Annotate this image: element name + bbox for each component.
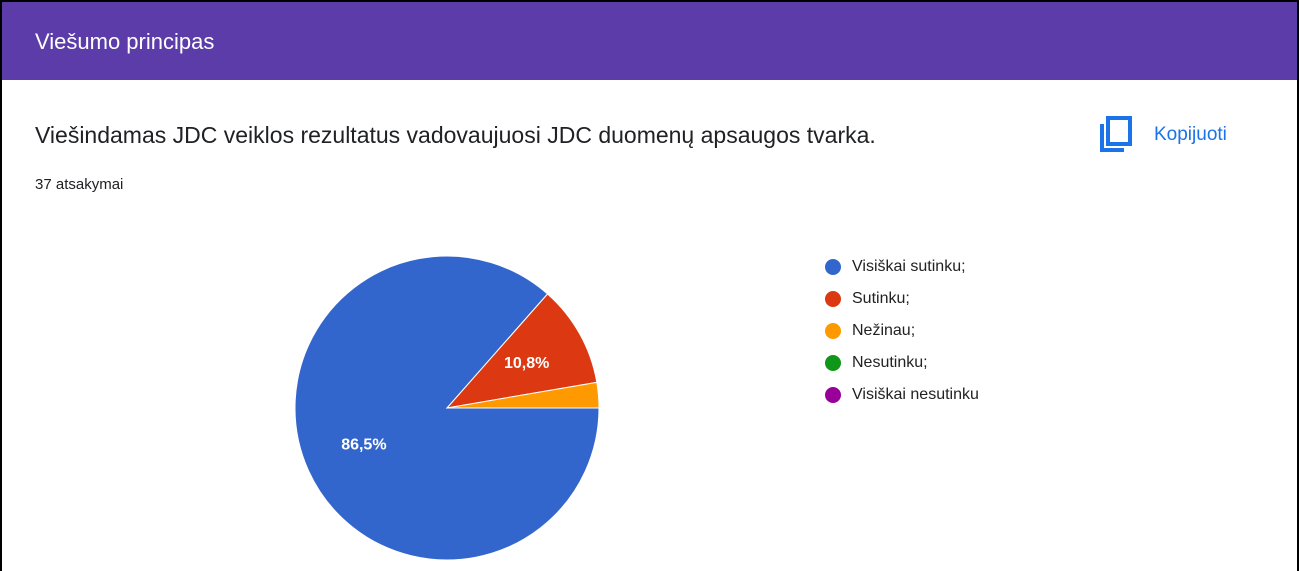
header-title: Viešumo principas xyxy=(35,29,215,54)
pie-slice xyxy=(445,293,598,409)
response-count: 37 atsakymai xyxy=(35,176,124,193)
pie-slice xyxy=(446,381,600,409)
legend-swatch xyxy=(825,291,841,307)
copy-button[interactable]: Kopijuoti xyxy=(1098,116,1227,154)
slice-label: 10,8% xyxy=(504,355,549,372)
copy-icon xyxy=(1100,116,1132,152)
legend-swatch xyxy=(825,387,841,403)
slice-label: 86,5% xyxy=(341,437,386,454)
question-text: Viešindamas JDC veiklos rezultatus vadov… xyxy=(35,122,876,148)
legend-swatch xyxy=(825,259,841,275)
legend-swatch xyxy=(825,323,841,339)
legend-label: Sutinku; xyxy=(852,290,910,307)
legend-label: Visiškai nesutinku xyxy=(852,386,979,403)
legend-label: Nesutinku; xyxy=(852,354,928,371)
copy-label: Kopijuoti xyxy=(1154,124,1227,145)
legend-label: Visiškai sutinku; xyxy=(852,258,966,275)
legend-label: Nežinau; xyxy=(852,322,915,339)
header: Viešumo principas xyxy=(2,2,1297,80)
legend-swatch xyxy=(825,355,841,371)
